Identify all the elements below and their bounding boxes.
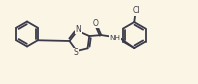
- Text: O: O: [93, 19, 99, 28]
- Text: S: S: [74, 48, 79, 57]
- Text: NH: NH: [109, 35, 120, 41]
- Text: Cl: Cl: [132, 6, 140, 15]
- Text: N: N: [76, 25, 81, 34]
